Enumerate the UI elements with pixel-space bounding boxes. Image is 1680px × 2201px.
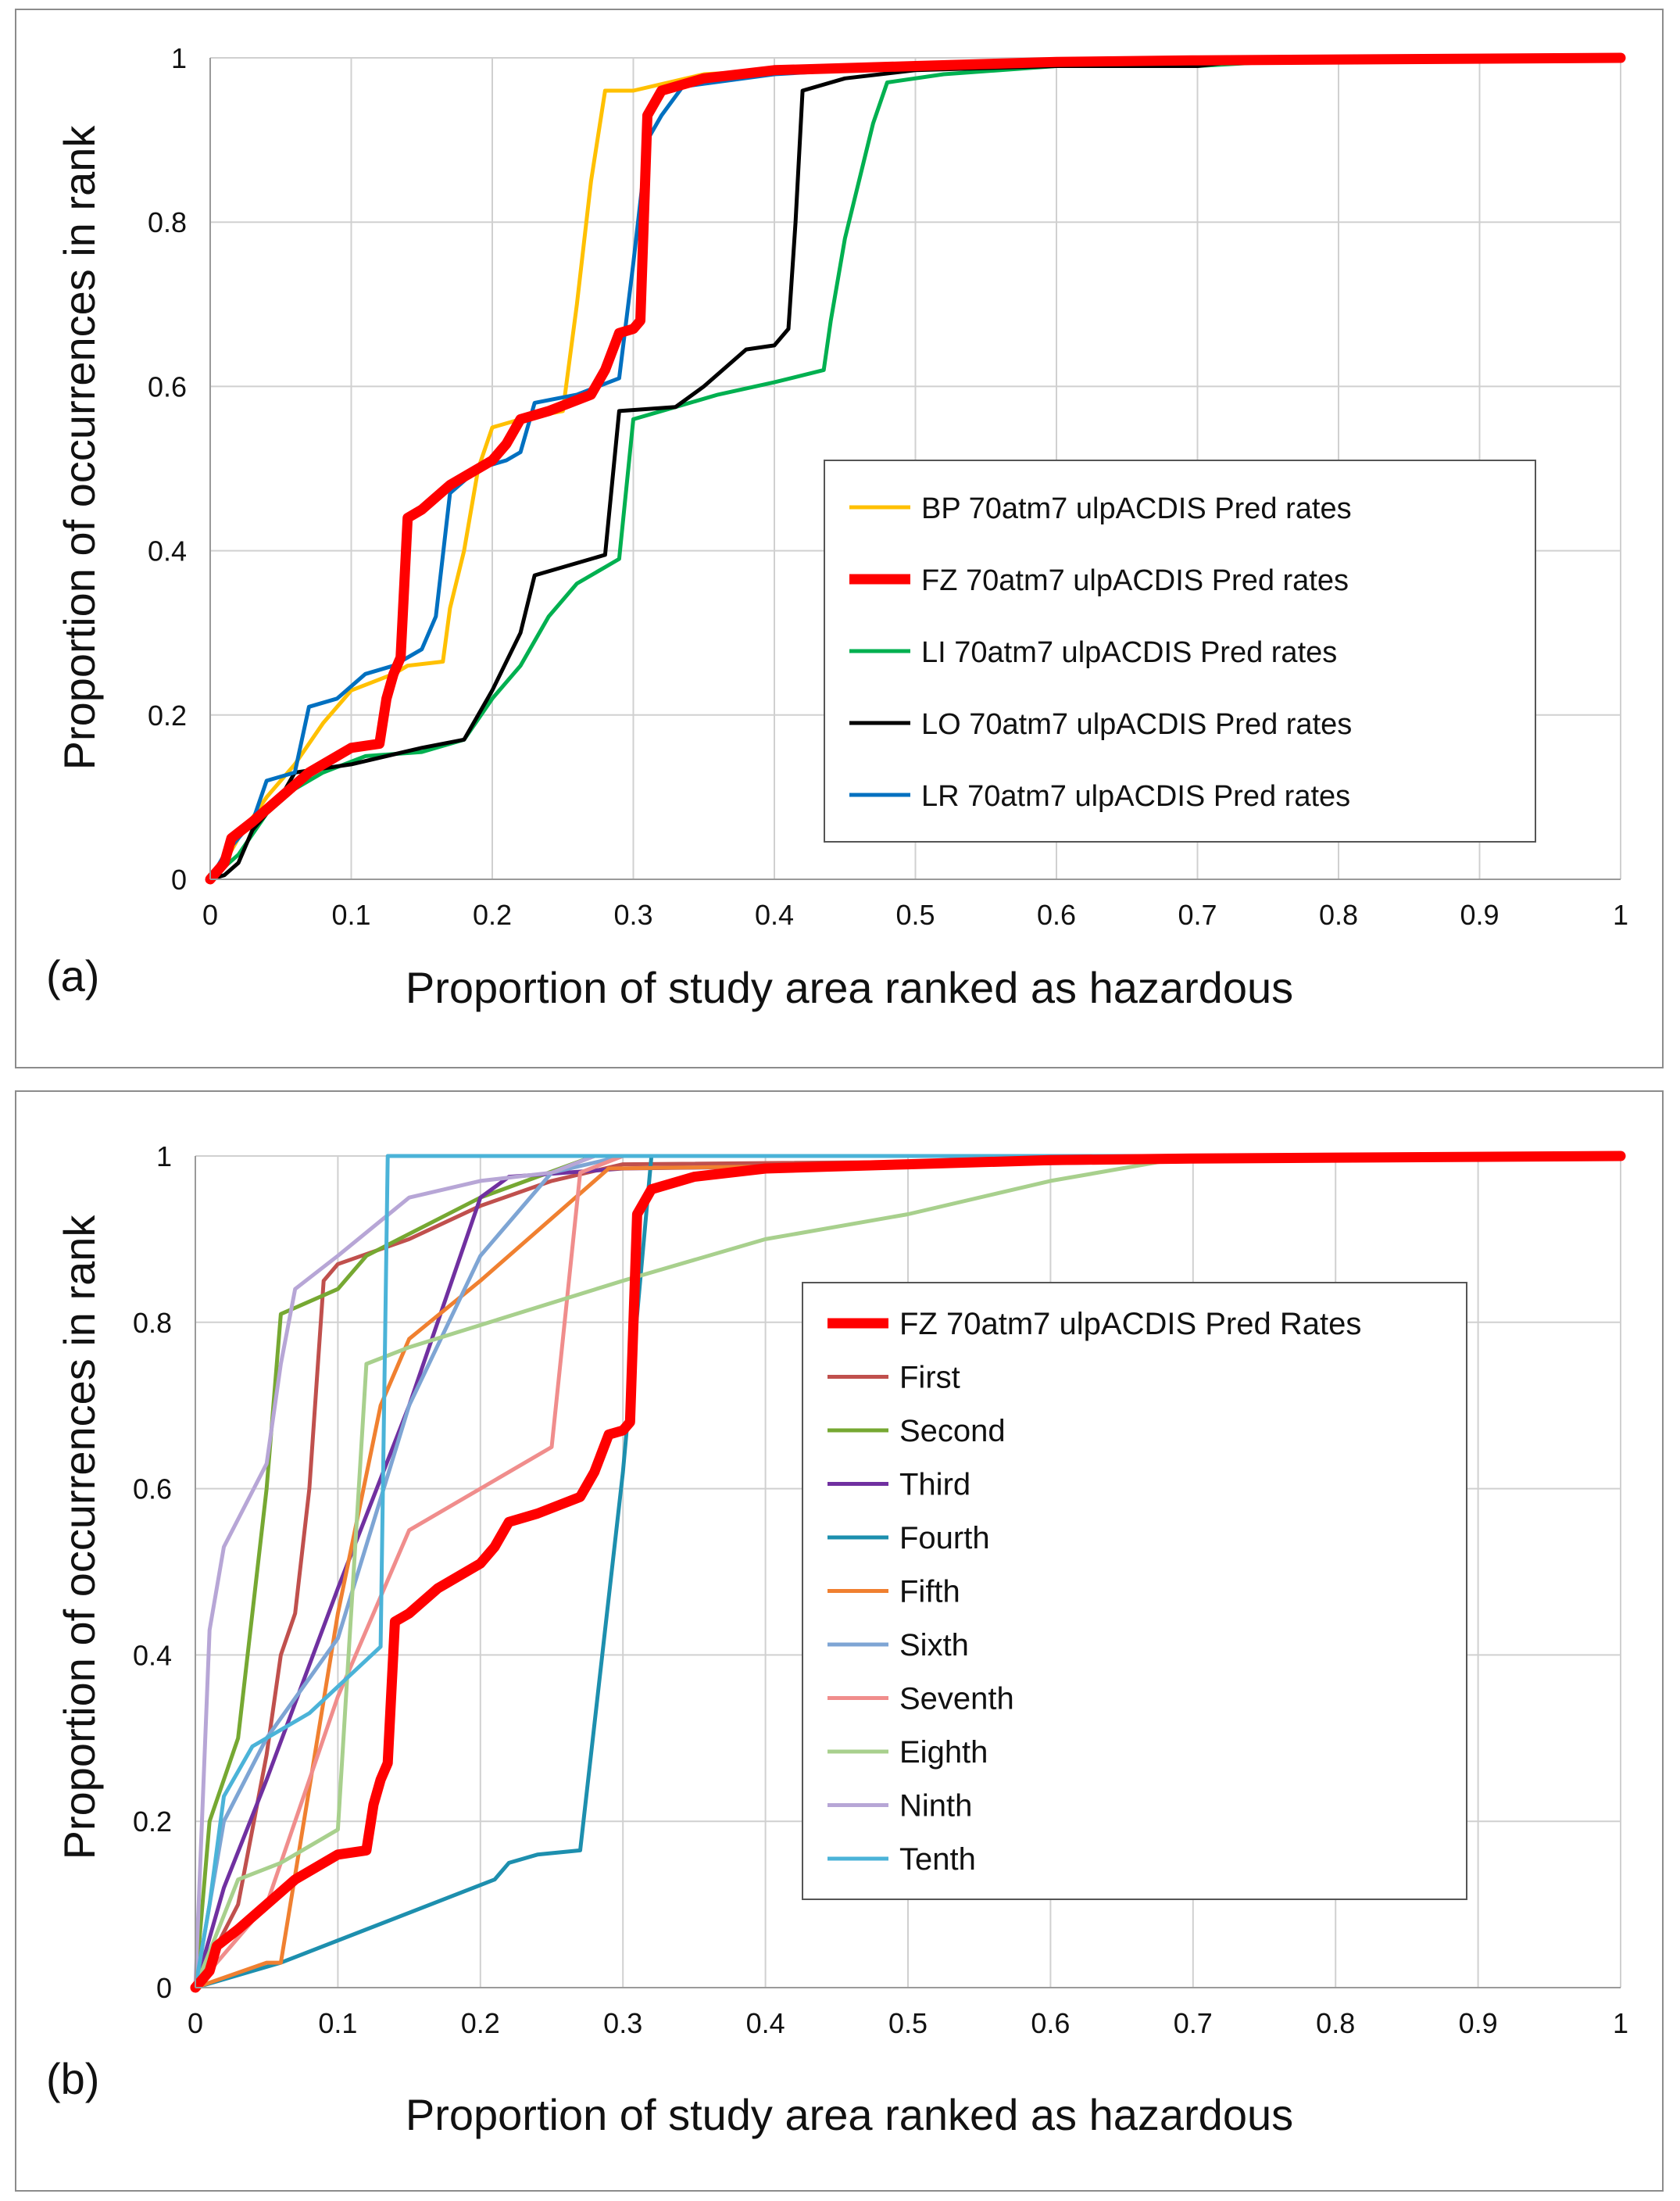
series-b (190, 1151, 1626, 1993)
legend-label-b-fifth: Fifth (899, 1575, 960, 1609)
legend-label-b-second: Second (899, 1414, 1006, 1448)
legend-label-a-bp-70atm7-ulpacdis-pred-rates: BP 70atm7 ulpACDIS Pred rates (921, 492, 1352, 525)
y-tick-label-a-1: 0.2 (148, 700, 187, 732)
y-axis-label-b: Proportion of occurrences in rank (55, 1215, 104, 1860)
x-tick-label-a-0: 0 (202, 899, 218, 931)
legend-label-a-lo-70atm7-ulpacdis-pred-rates: LO 70atm7 ulpACDIS Pred rates (921, 708, 1352, 741)
x-tick-label-a-4: 0.4 (755, 899, 794, 931)
legend-label-b-first: First (899, 1361, 960, 1395)
series-line-b-tenth (193, 1154, 1623, 1990)
axes-a: 0 0.1 0.2 0.3 0.4 0.5 0.6 0.7 0.8 0.9 1 0 0.2 0.4 0.6 0… (148, 42, 1628, 931)
series-line-b-seventh (193, 1154, 1623, 1990)
legend-a: BP 70atm7 ulpACDIS Pred rates FZ 70atm7 u… (824, 460, 1536, 843)
series-line-a-lo-70atm7-ulpacdis-pred-rates (208, 55, 1623, 882)
legend-box-a (824, 460, 1536, 843)
x-tick-label-b-3: 0.3 (603, 2007, 642, 2039)
x-tick-label-a-10: 1 (1613, 899, 1628, 931)
legend-label-b-sixth: Sixth (899, 1628, 969, 1662)
series-line-b-ninth (193, 1154, 1623, 1990)
legend-b: FZ 70atm7 ulpACDIS Pred Rates First Second… (802, 1282, 1467, 1900)
y-tick-label-b-4: 0.8 (133, 1307, 172, 1339)
x-tick-label-b-0: 0 (188, 2007, 203, 2039)
legend-label-a-li-70atm7-ulpacdis-pred-rates: LI 70atm7 ulpACDIS Pred rates (921, 636, 1337, 669)
legend-label-b-eighth: Eighth (899, 1735, 988, 1770)
chart-b: 0 0.1 0.2 0.3 0.4 0.5 0.6 0.7 0.8 0.9 1 0 0.2 0.4 0.6 0… (46, 1140, 1628, 2139)
y-tick-label-b-2: 0.4 (133, 1639, 172, 1671)
x-tick-label-b-4: 0.4 (746, 2007, 785, 2039)
series-line-b-eighth (193, 1154, 1623, 1990)
legend-label-a-fz-70atm7-ulpacdis-pred-rates: FZ 70atm7 ulpACDIS Pred rates (921, 564, 1349, 597)
panel-label-b: (b) (46, 2054, 99, 2103)
x-tick-label-b-10: 1 (1613, 2007, 1628, 2039)
legend-label-b-tenth: Tenth (899, 1842, 976, 1877)
x-tick-label-a-8: 0.8 (1319, 899, 1358, 931)
x-axis-label-b: Proportion of study area ranked as hazar… (406, 2090, 1293, 2139)
series-line-a-fz-70atm7-ulpacdis-pred-rates (205, 52, 1626, 885)
x-tick-label-a-2: 0.2 (473, 899, 512, 931)
legend-label-b-third: Third (899, 1468, 970, 1502)
y-tick-label-b-3: 0.6 (133, 1473, 172, 1505)
y-tick-label-a-5: 1 (171, 42, 187, 74)
y-tick-label-a-3: 0.6 (148, 370, 187, 403)
chart-a: 0 0.1 0.2 0.3 0.4 0.5 0.6 0.7 0.8 0.9 1 0 0.2 0.4 0.6 0… (46, 42, 1628, 1012)
x-tick-label-b-7: 0.7 (1174, 2007, 1213, 2039)
x-tick-label-a-6: 0.6 (1037, 899, 1076, 931)
x-tick-label-a-5: 0.5 (895, 899, 935, 931)
legend-label-b-seventh: Seventh (899, 1682, 1014, 1716)
axes-b: 0 0.1 0.2 0.3 0.4 0.5 0.6 0.7 0.8 0.9 1 0 0.2 0.4 0.6 0… (133, 1140, 1628, 2039)
y-tick-label-b-5: 1 (156, 1140, 172, 1172)
x-axis-label-a: Proportion of study area ranked as hazar… (406, 963, 1293, 1012)
legend-label-b-fz-70atm7-ulpacdis-pred-rates: FZ 70atm7 ulpACDIS Pred Rates (899, 1307, 1361, 1341)
x-tick-label-b-2: 0.2 (461, 2007, 500, 2039)
series-line-b-second (193, 1154, 1623, 1990)
series-line-b-first (193, 1154, 1623, 1990)
series-line-b-sixth (193, 1154, 1623, 1990)
series-a (205, 52, 1626, 885)
x-tick-label-a-3: 0.3 (613, 899, 652, 931)
y-tick-label-b-1: 0.2 (133, 1806, 172, 1838)
x-tick-label-b-9: 0.9 (1459, 2007, 1498, 2039)
x-tick-label-a-1: 0.1 (331, 899, 370, 931)
y-tick-label-b-0: 0 (156, 1972, 172, 2004)
legend-box-b (802, 1282, 1467, 1900)
series-line-b-fz-70atm7-ulpacdis-pred-rates (190, 1151, 1626, 1993)
y-axis-label-a: Proportion of occurrences in rank (55, 125, 104, 771)
panel-label-a: (a) (46, 951, 99, 1000)
series-line-b-fifth (193, 1154, 1623, 1990)
series-line-a-li-70atm7-ulpacdis-pred-rates (208, 55, 1623, 882)
y-tick-label-a-2: 0.4 (148, 535, 187, 567)
x-tick-label-a-9: 0.9 (1460, 899, 1499, 931)
x-tick-label-b-8: 0.8 (1316, 2007, 1355, 2039)
panel-b: 0 0.1 0.2 0.3 0.4 0.5 0.6 0.7 0.8 0.9 1 0 0.2 0.4 0.6 0… (15, 1090, 1664, 2192)
legend-label-a-lr-70atm7-ulpacdis-pred-rates: LR 70atm7 ulpACDIS Pred rates (921, 780, 1350, 813)
x-tick-label-b-5: 0.5 (888, 2007, 928, 2039)
y-tick-label-a-0: 0 (171, 864, 187, 896)
x-tick-label-b-1: 0.1 (318, 2007, 357, 2039)
y-tick-label-a-4: 0.8 (148, 206, 187, 238)
x-tick-label-b-6: 0.6 (1031, 2007, 1070, 2039)
legend-label-b-fourth: Fourth (899, 1521, 990, 1555)
x-tick-label-a-7: 0.7 (1178, 899, 1217, 931)
legend-label-b-ninth: Ninth (899, 1789, 972, 1823)
panel-a: 0 0.1 0.2 0.3 0.4 0.5 0.6 0.7 0.8 0.9 1 0 0.2 0.4 0.6 0… (15, 9, 1664, 1068)
